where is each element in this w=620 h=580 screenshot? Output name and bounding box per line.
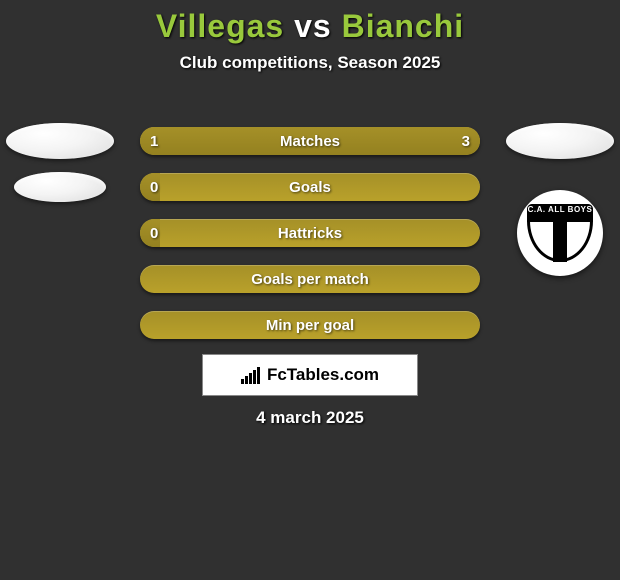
team-ellipse-icon — [506, 123, 614, 159]
bar-label: Goals per match — [140, 265, 480, 293]
vs-text: vs — [294, 8, 332, 44]
left-slot — [0, 118, 120, 164]
stat-row-matches: Matches1 3 — [0, 118, 620, 164]
bar-track-matches: Matches1 3 — [140, 127, 480, 155]
bar-track-mpg: Min per goal — [140, 311, 480, 339]
bar-track-gpm: Goals per match — [140, 265, 480, 293]
team-ellipse-icon — [6, 123, 114, 159]
brand-text: FcTables.com — [267, 365, 379, 385]
bar-track-goals: Goals0 — [140, 173, 480, 201]
brand-chart-icon — [241, 366, 263, 384]
bar-label: Hattricks — [140, 219, 480, 247]
club-badge-text: C.A. ALL BOYS — [517, 205, 603, 214]
bar-label: Matches — [140, 127, 480, 155]
stats-rows: Matches13Goals0C.A. ALL BOYSHattricks0Go… — [0, 118, 620, 348]
player2-name: Bianchi — [342, 8, 465, 44]
stat-row-mpg: Min per goal — [0, 302, 620, 348]
stat-row-hattricks: C.A. ALL BOYSHattricks0 — [0, 210, 620, 256]
bar-left-value: 1 — [150, 127, 158, 155]
page-title: Villegas vs Bianchi — [0, 0, 620, 45]
bar-right-value: 3 — [462, 127, 470, 155]
player1-name: Villegas — [156, 8, 284, 44]
date-text: 4 march 2025 — [0, 408, 620, 428]
bar-left-value: 0 — [150, 173, 158, 201]
team-ellipse-icon — [14, 172, 106, 202]
bar-track-hattricks: Hattricks0 — [140, 219, 480, 247]
left-slot — [0, 164, 120, 210]
bar-left-value: 0 — [150, 219, 158, 247]
subtitle: Club competitions, Season 2025 — [0, 53, 620, 73]
bar-label: Min per goal — [140, 311, 480, 339]
right-slot — [500, 118, 620, 164]
bar-label: Goals — [140, 173, 480, 201]
stat-row-gpm: Goals per match — [0, 256, 620, 302]
brand-box[interactable]: FcTables.com — [202, 354, 418, 396]
